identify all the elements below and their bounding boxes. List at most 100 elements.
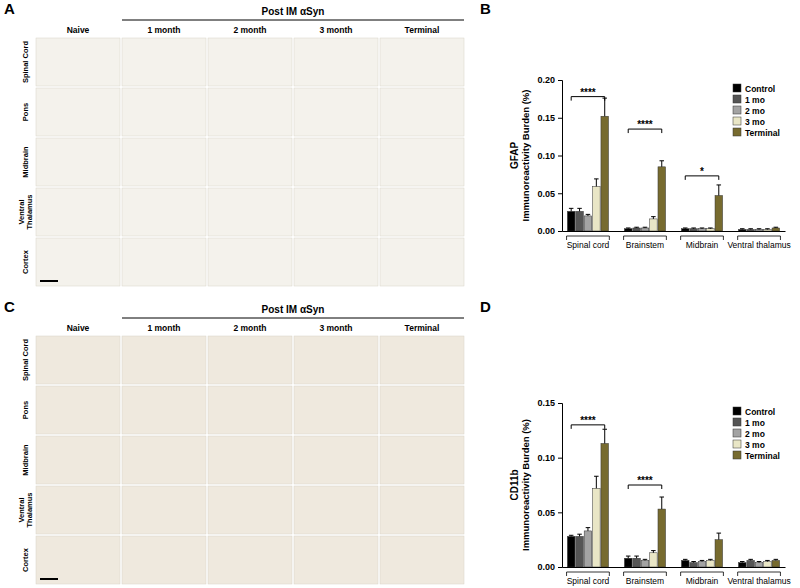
error-bar xyxy=(577,534,582,536)
row-label: Pons xyxy=(21,103,30,121)
x-axis xyxy=(563,567,786,568)
column-label: 1 month xyxy=(147,25,180,35)
micrograph-cell xyxy=(122,386,206,434)
legend-swatch xyxy=(733,84,741,92)
bar xyxy=(576,211,584,231)
micrograph-cell xyxy=(380,436,464,484)
legend: Control1 mo2 mo3 moTerminal xyxy=(733,407,780,461)
category-label: Ventral thalamus xyxy=(727,240,790,250)
legend-swatch xyxy=(733,106,741,114)
error-bar xyxy=(626,227,631,229)
micrograph-cell xyxy=(380,238,464,286)
error-bar xyxy=(643,559,648,560)
bar xyxy=(601,443,609,567)
x-axis-line xyxy=(563,567,786,568)
y-tick-mark xyxy=(558,80,562,81)
significance-label: **** xyxy=(637,475,653,486)
bar xyxy=(650,553,658,567)
error-bar xyxy=(569,208,574,211)
micrograph-cell xyxy=(36,386,120,434)
micrograph-cell xyxy=(122,486,206,534)
bar xyxy=(715,540,723,567)
bar xyxy=(567,211,575,231)
bar xyxy=(681,229,689,231)
micrograph-cell xyxy=(36,38,120,86)
micrograph-cell xyxy=(380,138,464,186)
y-tick-label: 0.00 xyxy=(537,562,555,572)
micrograph-cell xyxy=(208,238,292,286)
error-bar xyxy=(717,533,722,540)
x-axis xyxy=(563,231,786,232)
legend-label: 2 mo xyxy=(745,106,765,116)
micrograph-cell xyxy=(294,536,378,584)
panel-label: D xyxy=(480,298,491,315)
error-bar xyxy=(651,551,656,553)
y-tick-mark xyxy=(558,567,562,568)
panel-label: C xyxy=(4,298,15,315)
bar xyxy=(739,229,747,231)
row-label: Midbrain xyxy=(21,146,30,178)
y-axis-line xyxy=(558,81,563,232)
y-tick-mark xyxy=(558,193,562,194)
bar xyxy=(584,531,592,567)
y-tick: 0.15 xyxy=(537,113,562,123)
micrograph-cell xyxy=(380,188,464,236)
micrograph-cell xyxy=(36,138,120,186)
error-bar xyxy=(757,228,762,230)
significance-label: * xyxy=(700,166,704,177)
y-tick-mark xyxy=(558,512,562,513)
panel-label: A xyxy=(4,0,15,17)
category-label: Midbrain xyxy=(686,576,719,586)
column-label: 2 month xyxy=(233,323,266,333)
column-label: Terminal xyxy=(405,323,440,333)
category-label: Ventral thalamus xyxy=(727,576,790,586)
y-tick: 0.10 xyxy=(537,453,562,463)
bar xyxy=(633,228,641,231)
legend-label: 1 mo xyxy=(745,95,765,105)
micrograph-cell xyxy=(208,138,292,186)
category-label: Spinal cord xyxy=(567,576,610,586)
micrograph-cell xyxy=(208,536,292,584)
y-tick-label: 0.00 xyxy=(537,226,555,236)
micrograph-cell xyxy=(208,188,292,236)
row-label: VentralThalamus xyxy=(17,492,34,527)
y-axis-title: CD11bImmunoreactivity Burden (%) xyxy=(509,419,531,551)
column-label: 2 month xyxy=(233,25,266,35)
y-tick-label: 0.05 xyxy=(537,189,555,199)
error-bar xyxy=(586,528,591,531)
micrograph-cell xyxy=(36,88,120,136)
error-bar xyxy=(765,228,770,230)
error-bar xyxy=(594,476,599,488)
scale-bar xyxy=(40,280,58,282)
row-label: VentralThalamus xyxy=(17,194,34,229)
micrograph-cell xyxy=(380,38,464,86)
y-tick-mark xyxy=(558,156,562,157)
legend-label: Terminal xyxy=(745,451,780,461)
error-bar xyxy=(586,214,591,216)
bar xyxy=(772,560,780,567)
legend: Control1 mo2 mo3 moTerminal xyxy=(733,84,780,138)
bar xyxy=(624,558,632,567)
y-tick: 0.10 xyxy=(537,151,562,161)
micrograph-cell xyxy=(380,486,464,534)
significance-label: **** xyxy=(580,87,596,98)
y-tick-mark xyxy=(558,231,562,232)
bar xyxy=(576,536,584,567)
micrograph-cell xyxy=(122,188,206,236)
bar xyxy=(567,536,575,567)
error-bar xyxy=(774,227,779,229)
bar xyxy=(755,229,763,231)
micrograph-cell xyxy=(294,436,378,484)
micrograph-cell xyxy=(294,386,378,434)
y-tick: 0.05 xyxy=(537,508,562,518)
micrograph-cell xyxy=(380,336,464,384)
micrograph-cell xyxy=(36,486,120,534)
error-bar xyxy=(569,535,574,536)
error-bar xyxy=(643,227,648,229)
micrograph-cell xyxy=(294,138,378,186)
legend-swatch xyxy=(733,117,741,125)
legend-label: Control xyxy=(745,407,775,417)
bar xyxy=(707,229,715,231)
bar-chart: B0.000.050.100.150.20Spinal cordBrainste… xyxy=(480,0,791,250)
column-label: Naive xyxy=(67,323,90,333)
